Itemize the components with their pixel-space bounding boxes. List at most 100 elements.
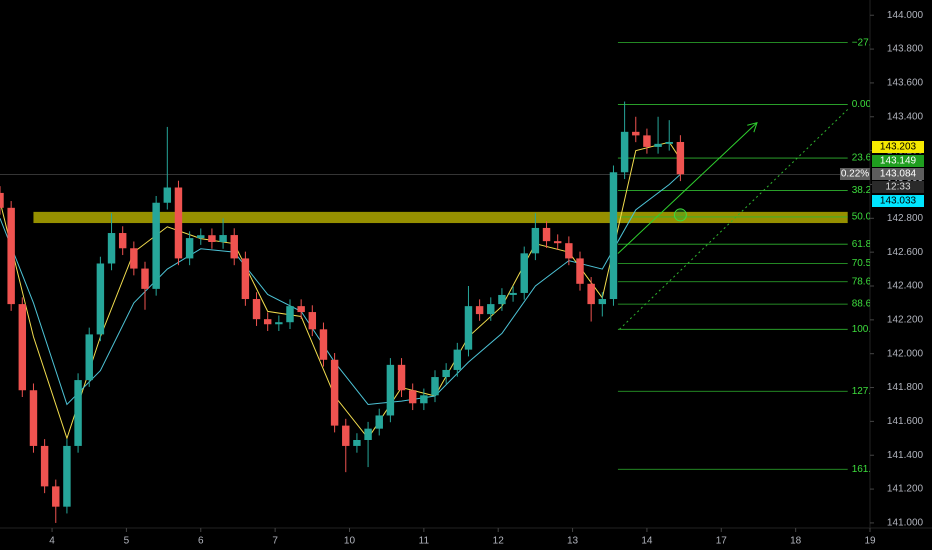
- x-tick-label: 10: [344, 536, 356, 547]
- y-tick-label: 141.600: [887, 416, 924, 427]
- candle-body: [107, 233, 116, 264]
- fib-label: 78.60: [852, 276, 877, 287]
- y-tick-label: 142.200: [887, 314, 924, 325]
- candle-body: [52, 486, 60, 507]
- candle-body: [96, 263, 105, 335]
- candle-body: [40, 445, 49, 487]
- candle-body: [252, 299, 261, 320]
- candle-body: [263, 319, 272, 325]
- candle-body: [420, 395, 428, 404]
- candle-body: [219, 235, 227, 242]
- y-tick-label: 141.400: [887, 450, 924, 461]
- plot-area: −27.20 0.00% 23.60 38.20 50.00 61.80 70.50 78.6…: [0, 37, 883, 523]
- candle-body: [431, 377, 439, 396]
- price-tag: [872, 195, 924, 207]
- candle-body: [386, 364, 395, 416]
- price-tag: [872, 168, 924, 180]
- price-tag-label: 143.203: [880, 142, 917, 153]
- y-tick-label: 143.800: [887, 44, 924, 55]
- fib-label: 161.80: [852, 464, 883, 475]
- candle-body: [185, 238, 194, 259]
- candle-body: [0, 192, 4, 208]
- candle-body: [118, 233, 127, 249]
- candle-body: [375, 415, 383, 429]
- price-tag-label: 143.149: [880, 156, 917, 167]
- y-tick-label: 143.400: [887, 111, 924, 122]
- price-tag-label: 12:33: [885, 182, 910, 193]
- price-change-label: 0.22%: [841, 169, 869, 180]
- candle-body: [654, 143, 662, 147]
- candle-body: [308, 312, 317, 330]
- y-tick-label: 142.600: [887, 247, 924, 258]
- y-tick-label: 142.000: [887, 348, 924, 359]
- candle-body: [286, 306, 294, 323]
- fib-label: 127.20: [852, 386, 883, 397]
- candle-body: [353, 440, 361, 446]
- candle-body: [63, 445, 71, 507]
- candle-body: [29, 390, 38, 446]
- y-tick-label: 142.400: [887, 281, 924, 292]
- x-tick-label: 12: [493, 536, 505, 547]
- fib-label: 70.50: [852, 258, 877, 269]
- candle-body: [665, 141, 673, 144]
- candle-body: [74, 380, 82, 446]
- candle-body: [174, 187, 183, 259]
- x-tick-label: 17: [716, 536, 728, 547]
- x-tick-label: 11: [419, 536, 430, 547]
- candle-body: [297, 306, 305, 313]
- candle-body: [130, 248, 138, 269]
- arrow: [617, 122, 758, 254]
- y-tick-label: 141.000: [887, 518, 924, 529]
- y-tick-label: 142.800: [887, 213, 924, 224]
- candle-body: [576, 258, 584, 284]
- candle-body: [18, 304, 27, 391]
- candle-body: [319, 329, 328, 360]
- candle-body: [342, 425, 350, 446]
- x-tick-label: 18: [790, 536, 802, 547]
- candle-body: [408, 390, 417, 404]
- price-tag-label: 143.084: [880, 169, 917, 180]
- x-tick-label: 6: [198, 536, 204, 547]
- fib-label: 38.20: [852, 185, 877, 196]
- candle-body: [620, 131, 629, 173]
- candle-body: [7, 207, 15, 305]
- candle-body: [498, 294, 506, 305]
- moving-average: [0, 173, 681, 406]
- y-tick-label: 144.000: [887, 10, 924, 21]
- moving-average: [0, 141, 681, 440]
- fib-label: 0.00%: [852, 99, 880, 110]
- candle-body: [531, 227, 540, 254]
- x-tick-label: 5: [124, 536, 130, 547]
- candle-body: [230, 235, 238, 259]
- candle-body: [453, 349, 462, 370]
- candle-body: [587, 283, 595, 305]
- y-tick-label: 143.600: [887, 78, 924, 89]
- fib-label: 61.80: [852, 239, 877, 250]
- x-tick-label: 19: [864, 536, 876, 547]
- x-tick-label: 13: [567, 536, 579, 547]
- candle-body: [475, 306, 484, 315]
- y-tick-label: 141.800: [887, 382, 924, 393]
- candle-body: [241, 258, 250, 300]
- price-tag-label: 143.033: [880, 196, 917, 207]
- price-tag: [872, 155, 924, 167]
- candle-body: [464, 306, 473, 350]
- candle-body: [487, 304, 495, 315]
- candle-body: [598, 299, 607, 305]
- candle-body: [330, 359, 339, 426]
- candle-body: [364, 428, 372, 440]
- x-tick-label: 4: [49, 536, 55, 547]
- candle-body: [632, 131, 640, 136]
- candle-body: [565, 243, 573, 259]
- candle-body: [520, 253, 528, 293]
- arrow-head: [747, 121, 758, 133]
- candle-body: [208, 235, 216, 242]
- candle-body: [397, 364, 406, 391]
- candle-body: [609, 172, 618, 300]
- candle-body: [152, 202, 160, 289]
- price-change-tag: [840, 168, 870, 180]
- fib-label: 100.00: [852, 324, 883, 335]
- candle-body: [197, 235, 205, 239]
- candle-body: [442, 369, 450, 378]
